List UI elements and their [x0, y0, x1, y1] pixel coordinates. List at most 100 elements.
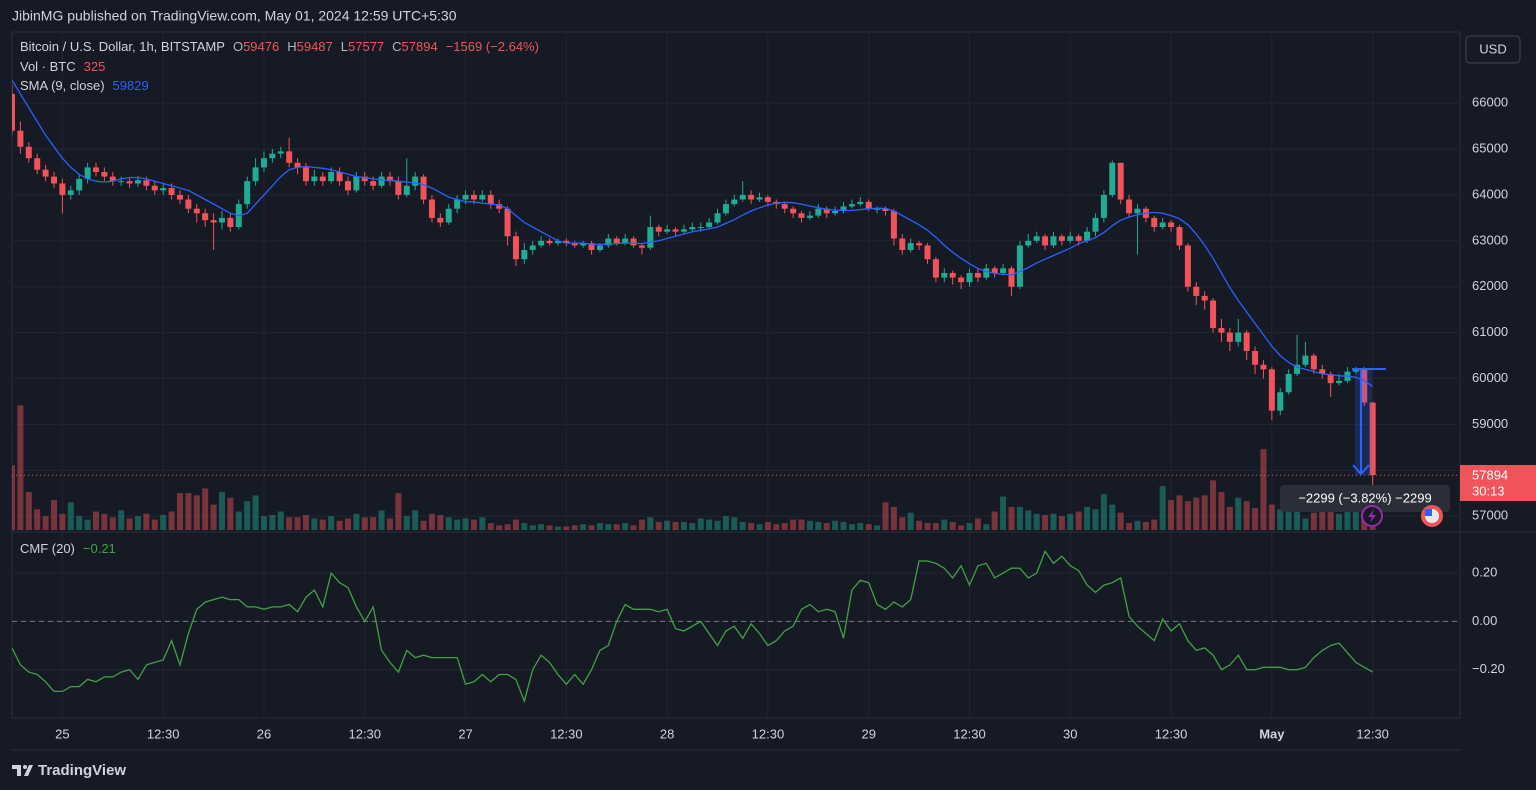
volume-bar	[1294, 511, 1301, 530]
candle-body	[1327, 373, 1334, 384]
open-value: 59476	[243, 39, 279, 54]
volume-bar	[958, 525, 965, 530]
volume-bar	[731, 517, 738, 530]
candle-body	[613, 238, 620, 244]
volume-bar	[202, 488, 209, 530]
volume-bar	[160, 515, 167, 530]
candle-body	[84, 167, 91, 179]
volume-bar	[260, 516, 267, 530]
volume-bar	[437, 515, 444, 530]
candle-body	[554, 240, 561, 244]
volume-bar	[714, 520, 721, 530]
volume-bar	[580, 524, 587, 530]
candle-body	[1100, 194, 1107, 218]
volume-bar	[806, 520, 813, 530]
measure-tool: −2299 (−3.82%) −2299	[1280, 368, 1450, 512]
candle-body	[966, 272, 973, 283]
candle-body	[563, 240, 570, 244]
volume-bar	[470, 519, 477, 530]
volume-bar	[1109, 504, 1116, 530]
measure-label: −2299 (−3.82%) −2299	[1298, 490, 1431, 505]
volume-bar	[193, 495, 200, 530]
volume-bar	[1100, 494, 1107, 530]
candle-body	[218, 217, 225, 223]
volume-bar	[874, 525, 881, 530]
low-value: 57577	[348, 39, 384, 54]
volume-bar	[1277, 509, 1284, 530]
candle-body	[1336, 380, 1343, 384]
volume-bar	[991, 511, 998, 530]
candle-body	[454, 199, 461, 209]
candle-body	[1084, 231, 1091, 241]
candle-body	[529, 245, 536, 251]
candle-body	[109, 176, 116, 182]
candle-body	[823, 208, 830, 214]
volume-bar	[1050, 513, 1057, 530]
candle-body	[176, 194, 183, 200]
volume-bar	[613, 524, 620, 530]
change-value: −1569 (−2.64%)	[446, 39, 539, 54]
x-tick-label: 12:30	[752, 726, 785, 741]
volume-bar	[25, 491, 32, 530]
candle-body	[1075, 236, 1082, 241]
volume-bar	[756, 524, 763, 530]
candle-body	[1277, 392, 1284, 411]
candle-body	[748, 194, 755, 200]
x-tick-label: 12:30	[953, 726, 986, 741]
volume-bar	[244, 501, 251, 530]
candle-body	[1226, 332, 1233, 342]
volume-bar	[134, 516, 141, 530]
volume-bar	[764, 521, 771, 530]
volume-bar	[1201, 495, 1208, 530]
candle-body	[630, 238, 637, 246]
volume-bar	[496, 525, 503, 530]
indicator-lines	[12, 79, 1460, 704]
volume-bar	[941, 519, 948, 530]
volume-bar	[1159, 486, 1166, 530]
currency-button[interactable]	[1465, 35, 1521, 64]
volume-bar	[1268, 504, 1275, 530]
candle-body	[714, 213, 721, 223]
candle-body	[580, 243, 587, 246]
candle-body	[991, 268, 998, 273]
event-icons	[1361, 505, 1443, 527]
candle-body	[588, 243, 595, 251]
volume-bar	[588, 525, 595, 530]
cmf-tick-label: −0.20	[1472, 661, 1505, 676]
footer-logo: TradingView	[12, 762, 126, 779]
volume-bar	[1117, 512, 1124, 530]
candle-body	[17, 130, 24, 147]
candle-body	[328, 171, 335, 182]
volume-bar	[781, 523, 788, 530]
x-tick-label: 12:30	[147, 726, 180, 741]
candle-body	[260, 158, 267, 168]
volume-bar	[512, 519, 519, 530]
candle-body	[521, 250, 528, 260]
volume-bar	[823, 523, 830, 530]
candle-body	[664, 229, 671, 232]
x-tick-label: 12:30	[1155, 726, 1188, 741]
volume-bar	[395, 493, 402, 530]
candle-body	[151, 185, 158, 191]
candle-body	[428, 199, 435, 218]
volume-bar	[1218, 491, 1225, 530]
volume-bar	[1016, 506, 1023, 530]
countdown: 30:13	[1472, 483, 1505, 498]
volume-bar	[479, 517, 486, 530]
candle-body	[1042, 236, 1049, 246]
candle-body	[596, 245, 603, 251]
footer-text: TradingView	[38, 762, 126, 779]
candle-body	[319, 176, 326, 182]
volume-bar	[210, 504, 217, 530]
candle-body	[1184, 245, 1191, 287]
volume-bar	[151, 519, 158, 530]
price-tag-value: 57894	[1472, 467, 1508, 482]
candle-body	[1235, 332, 1242, 342]
candle-body	[67, 190, 74, 195]
candle-body	[874, 208, 881, 210]
candle-body	[739, 194, 746, 200]
volume-bar	[59, 513, 66, 530]
candle-body	[840, 206, 847, 212]
legend-h: H	[287, 39, 296, 54]
candle-body	[294, 162, 301, 168]
